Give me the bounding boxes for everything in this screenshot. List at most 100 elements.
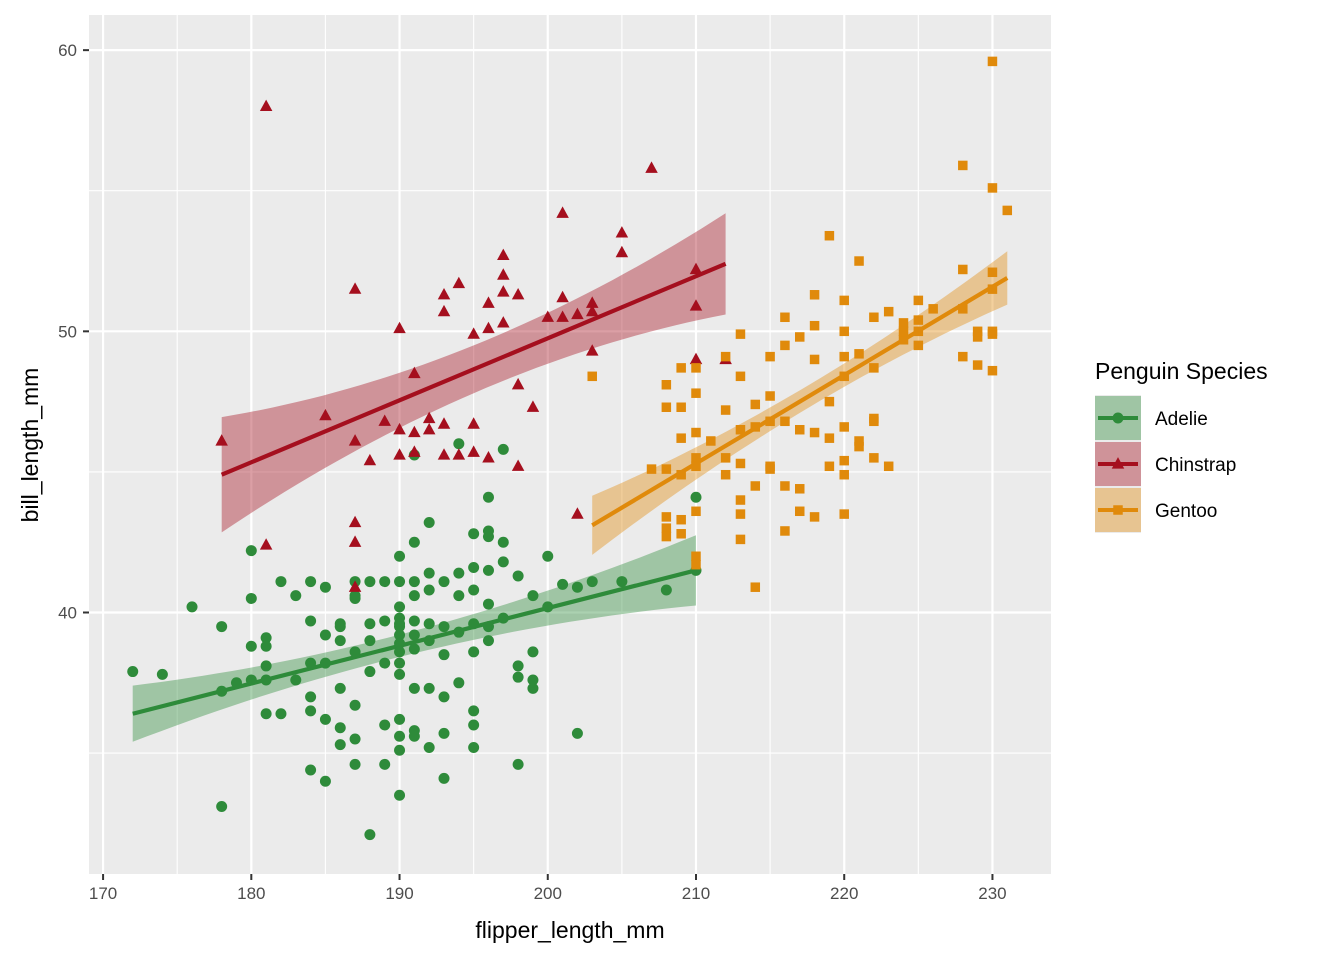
point-adelie (557, 578, 569, 590)
point-gentoo (691, 363, 701, 373)
point-gentoo (809, 427, 820, 438)
point-adelie (660, 584, 672, 596)
point-gentoo (676, 433, 686, 443)
point-chinstrap (497, 285, 510, 297)
point-chinstrap (497, 316, 510, 328)
point-adelie (394, 621, 406, 633)
point-adelie (305, 657, 317, 669)
point-chinstrap (585, 296, 599, 308)
point-gentoo (869, 312, 879, 323)
point-adelie (394, 550, 406, 562)
point-adelie (482, 598, 494, 610)
point-adelie (512, 758, 524, 770)
point-gentoo (839, 326, 849, 337)
point-adelie (379, 576, 391, 588)
point-adelie (394, 730, 406, 742)
point-chinstrap (408, 366, 421, 379)
point-gentoo (898, 318, 909, 328)
minor-gridlines (89, 15, 1051, 874)
point-chinstrap (259, 538, 273, 550)
point-adelie (690, 491, 702, 503)
point-adelie (438, 576, 450, 588)
point-gentoo (780, 526, 790, 536)
point-adelie (438, 691, 450, 703)
point-gentoo (750, 422, 761, 432)
point-gentoo (691, 551, 701, 562)
point-gentoo (676, 469, 686, 480)
point-gentoo (1002, 205, 1013, 216)
point-gentoo (987, 329, 998, 339)
point-gentoo (824, 230, 835, 241)
point-gentoo (661, 379, 672, 390)
trend-line-chinstrap (220, 261, 727, 477)
point-chinstrap (497, 248, 510, 261)
point-adelie (571, 727, 583, 739)
point-adelie (468, 584, 480, 596)
point-gentoo (765, 464, 775, 474)
point-gentoo (750, 481, 761, 491)
point-gentoo (691, 427, 701, 438)
point-adelie (379, 758, 391, 770)
point-adelie (408, 643, 420, 655)
point-chinstrap (348, 515, 362, 528)
point-gentoo (987, 56, 998, 67)
point-chinstrap (585, 304, 599, 317)
point-adelie (408, 536, 420, 548)
point-adelie (482, 635, 494, 647)
point-adelie (512, 660, 524, 672)
point-chinstrap (437, 287, 451, 300)
point-adelie (319, 775, 331, 787)
point-adelie (497, 443, 509, 455)
point-gentoo (706, 436, 716, 446)
point-adelie (394, 601, 406, 613)
point-gentoo (795, 506, 805, 517)
point-gentoo (661, 402, 672, 412)
point-adelie (482, 525, 494, 537)
point-gentoo (972, 332, 983, 342)
point-gentoo (691, 461, 701, 472)
point-chinstrap (689, 299, 703, 311)
point-gentoo (972, 326, 983, 337)
point-adelie (127, 666, 139, 678)
point-adelie (275, 708, 287, 720)
point-gentoo (987, 267, 998, 278)
point-chinstrap (497, 268, 510, 280)
point-gentoo (780, 340, 790, 351)
point-adelie (394, 668, 406, 680)
point-adelie (453, 590, 465, 602)
point-gentoo (809, 354, 820, 365)
legend-label: Chinstrap (1155, 455, 1236, 476)
legend-item-chinstrap: Chinstrap (1095, 441, 1236, 487)
point-gentoo (839, 455, 849, 466)
point-gentoo (661, 512, 672, 522)
point-adelie (394, 789, 406, 801)
point-gentoo (958, 160, 968, 171)
point-adelie (423, 741, 435, 753)
point-chinstrap (378, 414, 391, 426)
point-adelie (527, 682, 539, 694)
x-tick-label: 210 (682, 884, 710, 903)
point-adelie (542, 601, 554, 613)
point-gentoo (839, 469, 849, 480)
point-chinstrap (511, 287, 525, 300)
point-adelie (394, 646, 406, 658)
point-adelie (305, 576, 317, 588)
point-adelie (334, 682, 346, 694)
point-chinstrap (422, 411, 436, 424)
point-gentoo (676, 529, 686, 539)
point-adelie (364, 666, 376, 678)
point-adelie (408, 576, 420, 588)
point-gentoo (661, 464, 672, 474)
point-chinstrap (571, 507, 584, 519)
point-gentoo (854, 349, 864, 359)
point-gentoo (824, 433, 835, 443)
point-gentoo (691, 453, 701, 463)
point-adelie (216, 685, 228, 697)
point-adelie (542, 550, 554, 562)
point-adelie (349, 592, 361, 604)
point-gentoo (765, 416, 775, 427)
x-tick-label: 180 (237, 884, 265, 903)
point-chinstrap (215, 434, 228, 446)
point-gentoo (795, 484, 805, 494)
point-adelie (260, 708, 272, 720)
